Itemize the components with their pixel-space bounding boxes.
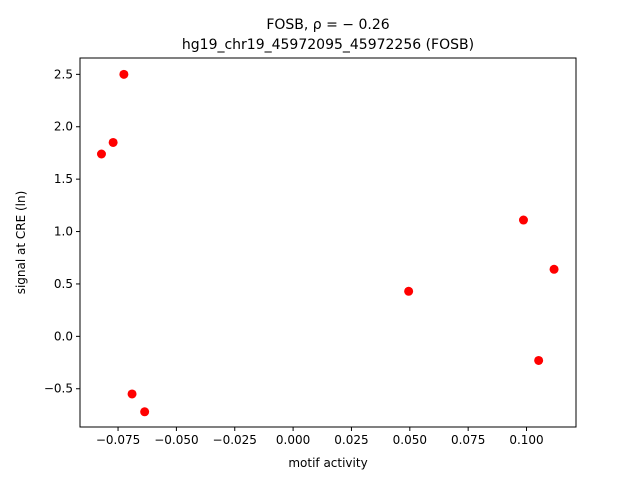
plot-frame	[79, 57, 577, 428]
y-tick-label: 2.0	[54, 120, 73, 134]
y-tick-label: 0.0	[54, 329, 73, 343]
chart-title-line-1: FOSB, ρ = − 0.26	[266, 17, 389, 33]
y-tick-label: 1.0	[54, 225, 73, 239]
x-tick-label: 0.050	[393, 433, 427, 447]
y-axis-label: signal at CRE (ln)	[14, 191, 28, 295]
x-axis-label: motif activity	[288, 456, 367, 470]
data-point	[518, 215, 528, 225]
y-tick-label: 0.5	[54, 277, 73, 291]
x-axis-ticks: −0.075 −0.050 −0.025 0.000 0.025 0.050 0.075 0.…	[96, 427, 544, 447]
data-point	[140, 407, 150, 417]
x-tick-label: 0.025	[334, 433, 368, 447]
data-point	[96, 149, 106, 159]
data-point	[127, 389, 137, 399]
chart-title-line-2: hg19_chr19_45972095_45972256 (FOSB)	[182, 37, 474, 53]
data-point	[119, 69, 129, 79]
data-point	[108, 137, 118, 147]
data-point	[549, 264, 559, 274]
x-tick-label: 0.075	[451, 433, 485, 447]
y-axis-ticks: −0.5 0.0 0.5 1.0 1.5 2.0 2.5	[44, 67, 80, 396]
x-tick-label: −0.025	[213, 433, 257, 447]
y-tick-label: 2.5	[54, 67, 73, 81]
x-tick-label: 0.100	[509, 433, 543, 447]
data-points	[96, 69, 559, 417]
y-tick-label: 1.5	[54, 172, 73, 186]
data-point	[534, 355, 544, 365]
x-tick-label: −0.075	[96, 433, 140, 447]
x-tick-label: −0.050	[154, 433, 198, 447]
x-tick-label: 0.000	[276, 433, 310, 447]
y-tick-label: −0.5	[44, 382, 73, 396]
data-point	[404, 286, 414, 296]
